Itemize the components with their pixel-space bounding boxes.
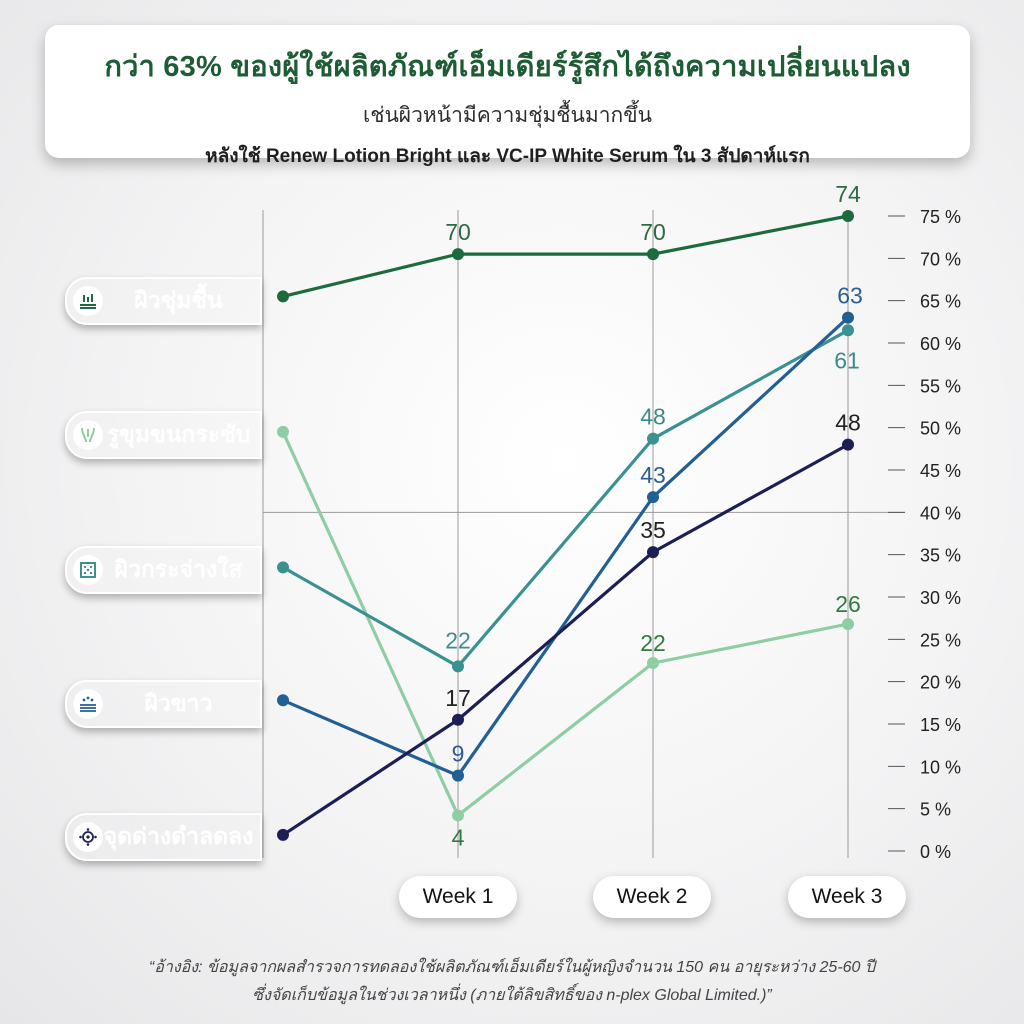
legend-label: ผิวกระจ่างใส bbox=[114, 556, 243, 582]
data-label: 70 bbox=[640, 219, 666, 245]
legend-label: ผิวขาว bbox=[144, 690, 213, 716]
data-point bbox=[452, 248, 464, 261]
legend-skin-moisture: ผิวชุ่มชื้น bbox=[65, 277, 262, 325]
pore-icon bbox=[73, 420, 103, 450]
chart-grid bbox=[262, 210, 905, 858]
chart-series bbox=[277, 210, 854, 841]
footnote-line-1: “อ้างอิง: ข้อมูลจากผลสำรวจการทดลองใช้ผลิ… bbox=[148, 959, 876, 976]
data-label: 35 bbox=[640, 517, 666, 543]
data-label: 17 bbox=[445, 685, 471, 711]
data-point bbox=[452, 660, 464, 673]
data-point bbox=[647, 546, 659, 559]
series-line-2 bbox=[282, 328, 849, 669]
data-point bbox=[277, 828, 289, 841]
data-point bbox=[452, 769, 464, 782]
series-line-4 bbox=[282, 443, 849, 837]
data-point bbox=[277, 561, 289, 574]
data-point bbox=[842, 438, 854, 451]
data-label: 22 bbox=[640, 630, 666, 656]
y-tick-label: 65 % bbox=[920, 292, 961, 312]
y-axis-ticks: 0 % 5 % 10 % 15 % 20 % 25 % 30 % 35 % 40 % 45 % 50… bbox=[888, 207, 961, 862]
series-line-1 bbox=[281, 431, 849, 818]
data-point bbox=[842, 311, 854, 324]
brightness-icon bbox=[73, 555, 103, 585]
data-label: 22 bbox=[445, 627, 471, 653]
y-tick-label: 0 % bbox=[920, 842, 951, 862]
series-line-3 bbox=[282, 316, 850, 778]
y-tick-label: 20 % bbox=[920, 673, 961, 693]
y-tick-label: 70 % bbox=[920, 249, 961, 269]
week-3-label: Week 3 bbox=[788, 876, 906, 918]
y-tick-label: 30 % bbox=[920, 588, 961, 608]
y-tick-label: 60 % bbox=[920, 334, 961, 354]
data-label: 4 bbox=[452, 824, 465, 850]
whitening-icon bbox=[73, 689, 103, 719]
data-point bbox=[842, 618, 854, 631]
y-tick-label: 35 % bbox=[920, 546, 961, 566]
data-label: 43 bbox=[640, 462, 666, 488]
chart-title: กว่า 63% ของผู้ใช้ผลิตภัณฑ์เอ็มเดียร์รู้… bbox=[104, 51, 911, 83]
y-tick-label: 55 % bbox=[920, 376, 961, 396]
data-label: 61 bbox=[834, 347, 860, 373]
y-tick-label: 10 % bbox=[920, 757, 961, 777]
legend-whitening: ผิวขาว bbox=[65, 680, 262, 728]
data-label: 63 bbox=[837, 283, 863, 309]
legend-brightness: ผิวกระจ่างใส bbox=[65, 546, 262, 594]
footnote: “อ้างอิง: ข้อมูลจากผลสำรวจการทดลองใช้ผลิ… bbox=[60, 954, 964, 1010]
data-point bbox=[452, 713, 464, 726]
data-point bbox=[647, 432, 659, 445]
data-point bbox=[647, 248, 659, 261]
y-tick-label: 40 % bbox=[920, 503, 961, 523]
y-tick-label: 75 % bbox=[920, 207, 961, 227]
data-label: 9 bbox=[452, 741, 465, 767]
week-2-label: Week 2 bbox=[593, 876, 711, 918]
data-label: 74 bbox=[835, 181, 861, 207]
y-tick-label: 15 % bbox=[920, 715, 961, 735]
data-point bbox=[277, 694, 289, 707]
footnote-line-2: ซึ่งจัดเก็บข้อมูลในช่วงเวลาหนึ่ง (ภายใต้… bbox=[252, 987, 772, 1004]
data-labels: 70 70 74 4 22 26 22 48 61 9 43 63 17 35 48 bbox=[445, 181, 863, 850]
legend-pore-tightening: รูขุมขนกระชับ bbox=[65, 411, 262, 459]
week-1-label: Week 1 bbox=[399, 876, 517, 918]
data-point bbox=[842, 210, 854, 222]
data-point bbox=[277, 290, 289, 303]
y-tick-label: 5 % bbox=[920, 800, 951, 820]
dark-spot-icon bbox=[73, 822, 103, 852]
data-point bbox=[277, 425, 289, 438]
chart-subtitle-product: หลังใช้ Renew Lotion Bright และ VC-IP Wh… bbox=[205, 146, 810, 167]
legend-label: จุดด่างดำลดลง bbox=[103, 823, 254, 849]
header-card: กว่า 63% ของผู้ใช้ผลิตภัณฑ์เอ็มเดียร์รู้… bbox=[45, 25, 970, 167]
y-tick-label: 50 % bbox=[920, 419, 961, 439]
skin-moisture-icon bbox=[73, 286, 103, 316]
data-point bbox=[452, 809, 464, 822]
legend-dark-spot: จุดด่างดำลดลง bbox=[65, 813, 262, 861]
chart-subtitle: เช่นผิวหน้ามีความชุ่มชื้นมากขึ้น bbox=[363, 104, 652, 127]
data-point bbox=[647, 491, 659, 504]
data-point bbox=[842, 324, 854, 337]
data-label: 48 bbox=[835, 410, 861, 436]
legend-label: รูขุมขนกระชับ bbox=[106, 421, 251, 447]
data-label: 26 bbox=[835, 591, 861, 617]
series-line-0 bbox=[282, 214, 849, 298]
legend-label: ผิวชุ่มชื้น bbox=[134, 287, 223, 313]
y-tick-label: 45 % bbox=[920, 461, 961, 481]
data-point bbox=[647, 657, 659, 670]
y-tick-label: 25 % bbox=[920, 630, 961, 650]
data-label: 70 bbox=[445, 219, 471, 245]
data-label: 48 bbox=[640, 404, 666, 430]
